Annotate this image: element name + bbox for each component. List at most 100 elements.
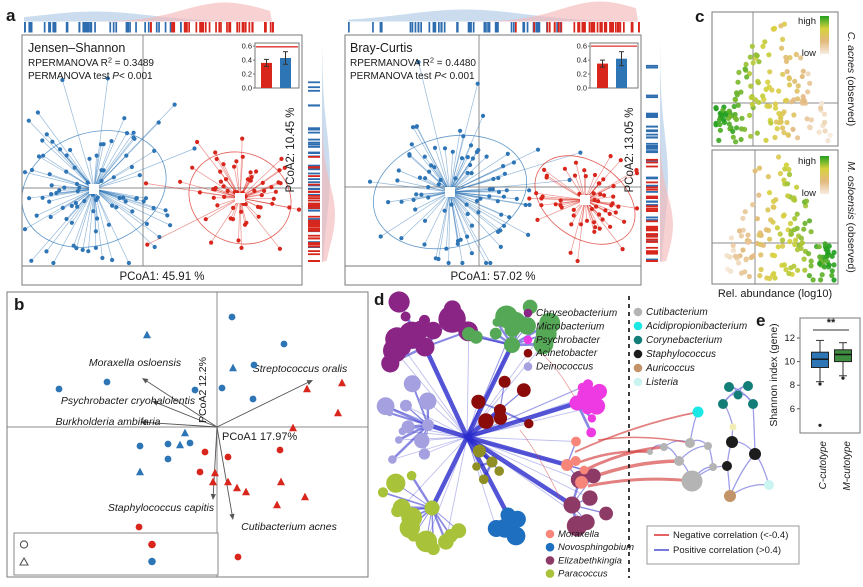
abundance-point — [776, 154, 782, 160]
sample-point — [58, 147, 63, 152]
rug-tick — [308, 131, 320, 134]
abundance-point — [760, 93, 766, 99]
sample-point — [126, 260, 131, 266]
spider-line — [51, 188, 95, 195]
genus-node-Paracoccus — [377, 487, 389, 498]
abundance-point — [765, 227, 772, 233]
sample-point — [608, 154, 613, 159]
rug-tick — [308, 234, 320, 237]
legend-dot-Acidipropionibacterium — [633, 321, 643, 331]
abundance-point — [766, 84, 772, 90]
sample-point — [213, 150, 218, 155]
rug-tick — [308, 190, 320, 193]
spider-line — [570, 199, 586, 253]
rug-tick — [646, 145, 658, 147]
rug-tick — [49, 22, 52, 33]
rug-tick — [646, 260, 658, 262]
rug-tick — [308, 250, 320, 252]
sample-point — [499, 212, 504, 217]
genus-node-Psychrobacter — [587, 414, 597, 423]
rug-tick — [417, 22, 420, 33]
abundance-point — [794, 211, 800, 217]
sample-point — [271, 196, 276, 201]
rug-tick — [615, 22, 617, 33]
spider-line — [223, 164, 241, 199]
sample-point — [575, 258, 580, 264]
sample-point — [597, 226, 602, 231]
abundance-point — [794, 88, 800, 94]
genus-node-Moraxella — [570, 456, 581, 466]
genus-node-Moraxella — [579, 465, 589, 475]
sample-point — [544, 173, 550, 178]
cluster-edge — [382, 491, 433, 509]
rug-tick — [646, 176, 658, 179]
genus-node-Paracoccus — [427, 542, 440, 556]
biplot-sample-point — [191, 386, 199, 394]
correlation-legend-box — [646, 525, 800, 565]
grad-x-axis-label: Rel. abundance (log10) — [718, 288, 832, 300]
sample-point — [593, 225, 598, 230]
biplot-y-axis-label: PCoA2 12.2% — [197, 357, 209, 423]
biplot-sample-point — [136, 442, 144, 450]
hub-edge — [427, 422, 468, 440]
sample-point — [469, 223, 475, 228]
rug-tick — [308, 221, 320, 224]
hub-thin-edge — [466, 436, 485, 480]
genus-node-Acinetobacter — [494, 404, 506, 416]
rug-tick — [468, 22, 471, 33]
rug-tick — [646, 252, 658, 255]
abundance-point — [770, 272, 776, 278]
sample-point — [252, 188, 257, 193]
sample-point — [422, 154, 427, 159]
rug-tick — [115, 22, 118, 33]
abundance-point — [736, 260, 742, 266]
sample-point — [49, 183, 54, 188]
rug-tick — [348, 22, 350, 33]
rug-tick — [308, 220, 320, 223]
biplot-sample-point — [233, 483, 241, 492]
rug-tick — [538, 22, 541, 33]
sample-point — [209, 240, 214, 245]
rug-tick — [646, 229, 658, 232]
sample-point — [279, 156, 284, 161]
abundance-point — [737, 228, 743, 234]
genus-node — [660, 443, 668, 451]
sample-point — [232, 164, 237, 169]
sample-point — [27, 196, 32, 201]
sample-point — [527, 188, 532, 193]
abundance-point — [818, 105, 824, 111]
pcoa2-y-axis-label: PCoA2: 13.05 % — [624, 107, 636, 192]
genus-node-Deinococcus — [419, 392, 437, 410]
sample-point — [276, 180, 281, 185]
abundance-point — [748, 94, 754, 101]
spider-line — [449, 83, 479, 193]
abundance-point — [808, 263, 814, 269]
abundance-point — [758, 252, 764, 258]
spider-line — [449, 191, 504, 198]
abundance-point — [750, 253, 756, 259]
genus-node-Moraxella — [575, 476, 588, 489]
rug-tick — [646, 204, 658, 206]
spider-line — [401, 191, 451, 203]
spider-line — [93, 118, 125, 190]
sample-point — [151, 205, 156, 211]
sample-point — [64, 216, 69, 222]
rug-tick — [43, 22, 46, 33]
genus-node-Chryseobacterium — [415, 337, 435, 357]
rug-tick — [646, 184, 658, 187]
abundance-point — [754, 216, 761, 222]
rug-tick — [646, 188, 658, 191]
biplot-sample-point — [338, 378, 346, 387]
abundance-point — [825, 250, 831, 256]
spider-line — [445, 191, 451, 249]
rug-tick — [308, 127, 320, 130]
rug-tick — [646, 205, 658, 208]
sample-point — [427, 169, 432, 174]
rug-tick — [573, 22, 576, 33]
biplot-sample-point — [280, 340, 288, 348]
rug-tick — [646, 94, 658, 97]
genus-node-Deinococcus — [414, 433, 430, 449]
sample-point — [105, 76, 110, 81]
rug-tick — [82, 22, 85, 33]
genus-node-Novosphingobium — [500, 507, 516, 523]
